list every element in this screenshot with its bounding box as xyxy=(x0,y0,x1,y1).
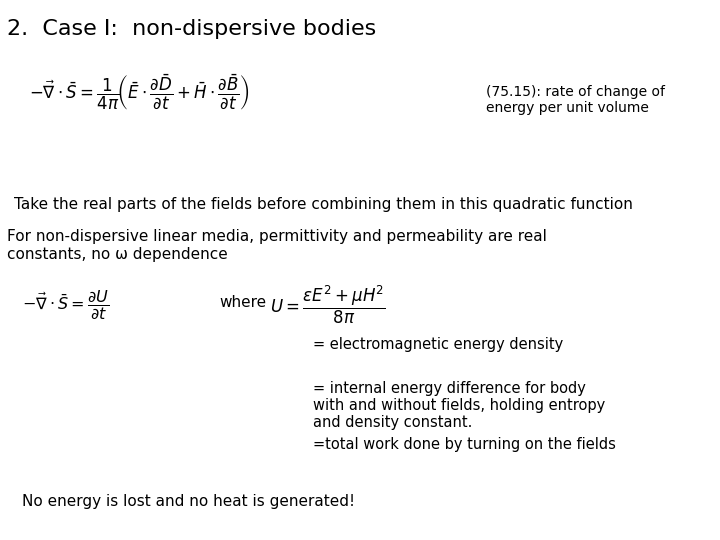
Text: = internal energy difference for body
with and without fields, holding entropy
a: = internal energy difference for body wi… xyxy=(313,381,606,430)
Text: $-\vec{\nabla}\cdot\bar{S} = \dfrac{1}{4\pi}\!\left(\bar{E}\cdot\dfrac{\partial\: $-\vec{\nabla}\cdot\bar{S} = \dfrac{1}{4… xyxy=(29,72,250,112)
Text: For non-dispersive linear media, permittivity and permeability are real
constant: For non-dispersive linear media, permitt… xyxy=(7,230,547,262)
Text: $U = \dfrac{\epsilon E^2 + \mu H^2}{8\pi}$: $U = \dfrac{\epsilon E^2 + \mu H^2}{8\pi… xyxy=(270,284,386,326)
Text: $-\vec{\nabla}\cdot\bar{S} = \dfrac{\partial U}{\partial t}$: $-\vec{\nabla}\cdot\bar{S} = \dfrac{\par… xyxy=(22,288,109,322)
Text: No energy is lost and no heat is generated!: No energy is lost and no heat is generat… xyxy=(22,494,355,509)
Text: =total work done by turning on the fields: =total work done by turning on the field… xyxy=(313,437,616,453)
Text: 2.  Case I:  non-dispersive bodies: 2. Case I: non-dispersive bodies xyxy=(7,19,377,39)
Text: Take the real parts of the fields before combining them in this quadratic functi: Take the real parts of the fields before… xyxy=(14,197,634,212)
Text: = electromagnetic energy density: = electromagnetic energy density xyxy=(313,338,564,353)
Text: where: where xyxy=(220,295,266,310)
Text: (75.15): rate of change of
energy per unit volume: (75.15): rate of change of energy per un… xyxy=(486,85,665,115)
